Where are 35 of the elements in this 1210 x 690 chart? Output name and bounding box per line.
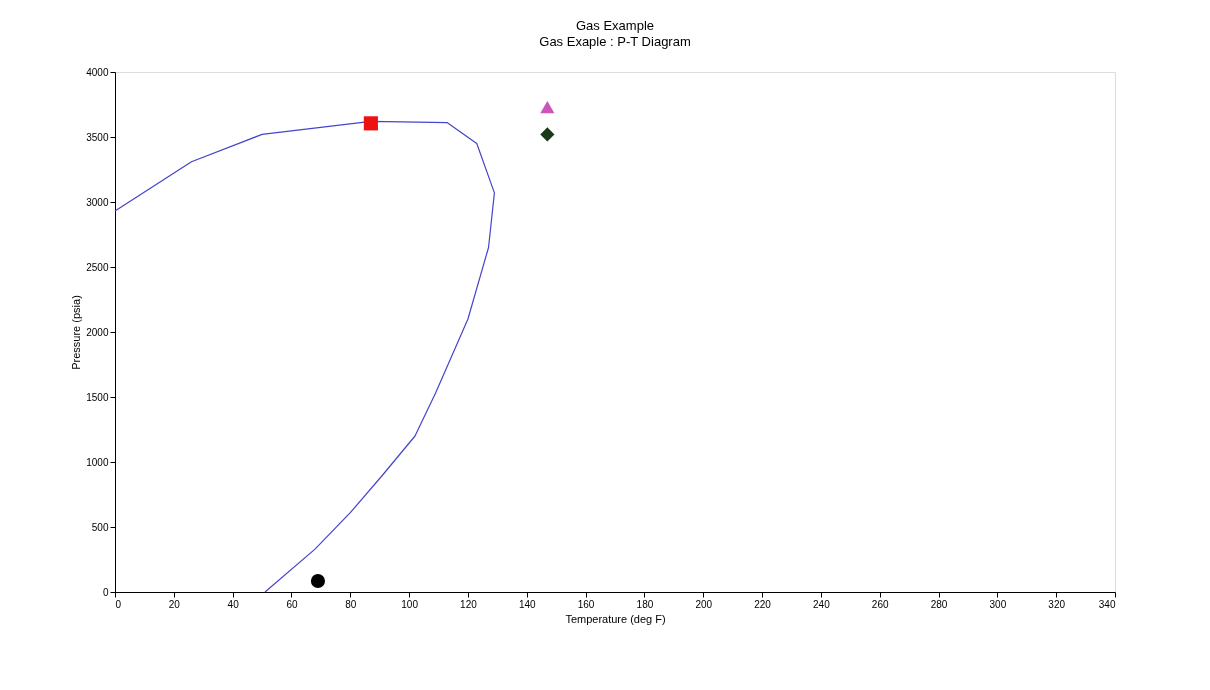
x-tick-label: 260	[871, 598, 889, 610]
x-tick-label: 240	[813, 598, 831, 610]
y-tick-label: 2000	[86, 326, 109, 338]
x-tick-label: 200	[695, 598, 713, 610]
point	[540, 100, 555, 114]
y-tick-label: 0	[102, 586, 109, 598]
point	[363, 116, 378, 131]
point	[310, 573, 326, 589]
x-tick-label: 80	[345, 598, 357, 610]
x-tick-label: 60	[286, 598, 298, 610]
y-tick-label: 2500	[86, 261, 109, 273]
y-axis-title: Pressure (psia)	[70, 295, 83, 370]
y-tick-label: 1500	[86, 391, 109, 403]
x-tick-label: 120	[460, 598, 478, 610]
y-tick-label: 4000	[86, 66, 109, 78]
x-tick-label: 40	[227, 598, 240, 610]
x-tick-label: 20	[168, 598, 181, 610]
chart-subtitle: Gas Exaple : P-T Diagram	[539, 34, 691, 49]
x-tick-label: 0	[115, 598, 122, 610]
x-tick-label: 340	[1098, 598, 1116, 610]
x-tick-label: 140	[518, 598, 537, 610]
y-tick-label: 3000	[86, 196, 109, 208]
chart-title: Gas Example	[575, 18, 655, 33]
x-axis-title: Temperature (deg F)	[565, 612, 666, 625]
y-tick-label: 500	[91, 521, 109, 533]
x-tick-label: 300	[989, 598, 1007, 610]
x-tick-label: 180	[636, 598, 654, 610]
x-tick-label: 320	[1048, 598, 1066, 610]
x-tick-label: 160	[577, 598, 595, 610]
point	[540, 127, 555, 142]
y-tick-label: 3500	[86, 131, 109, 143]
y-tick-label: 1000	[86, 456, 109, 468]
x-tick-label: 280	[930, 598, 948, 610]
x-tick-label: 220	[754, 598, 772, 610]
x-tick-label: 100	[401, 598, 419, 610]
